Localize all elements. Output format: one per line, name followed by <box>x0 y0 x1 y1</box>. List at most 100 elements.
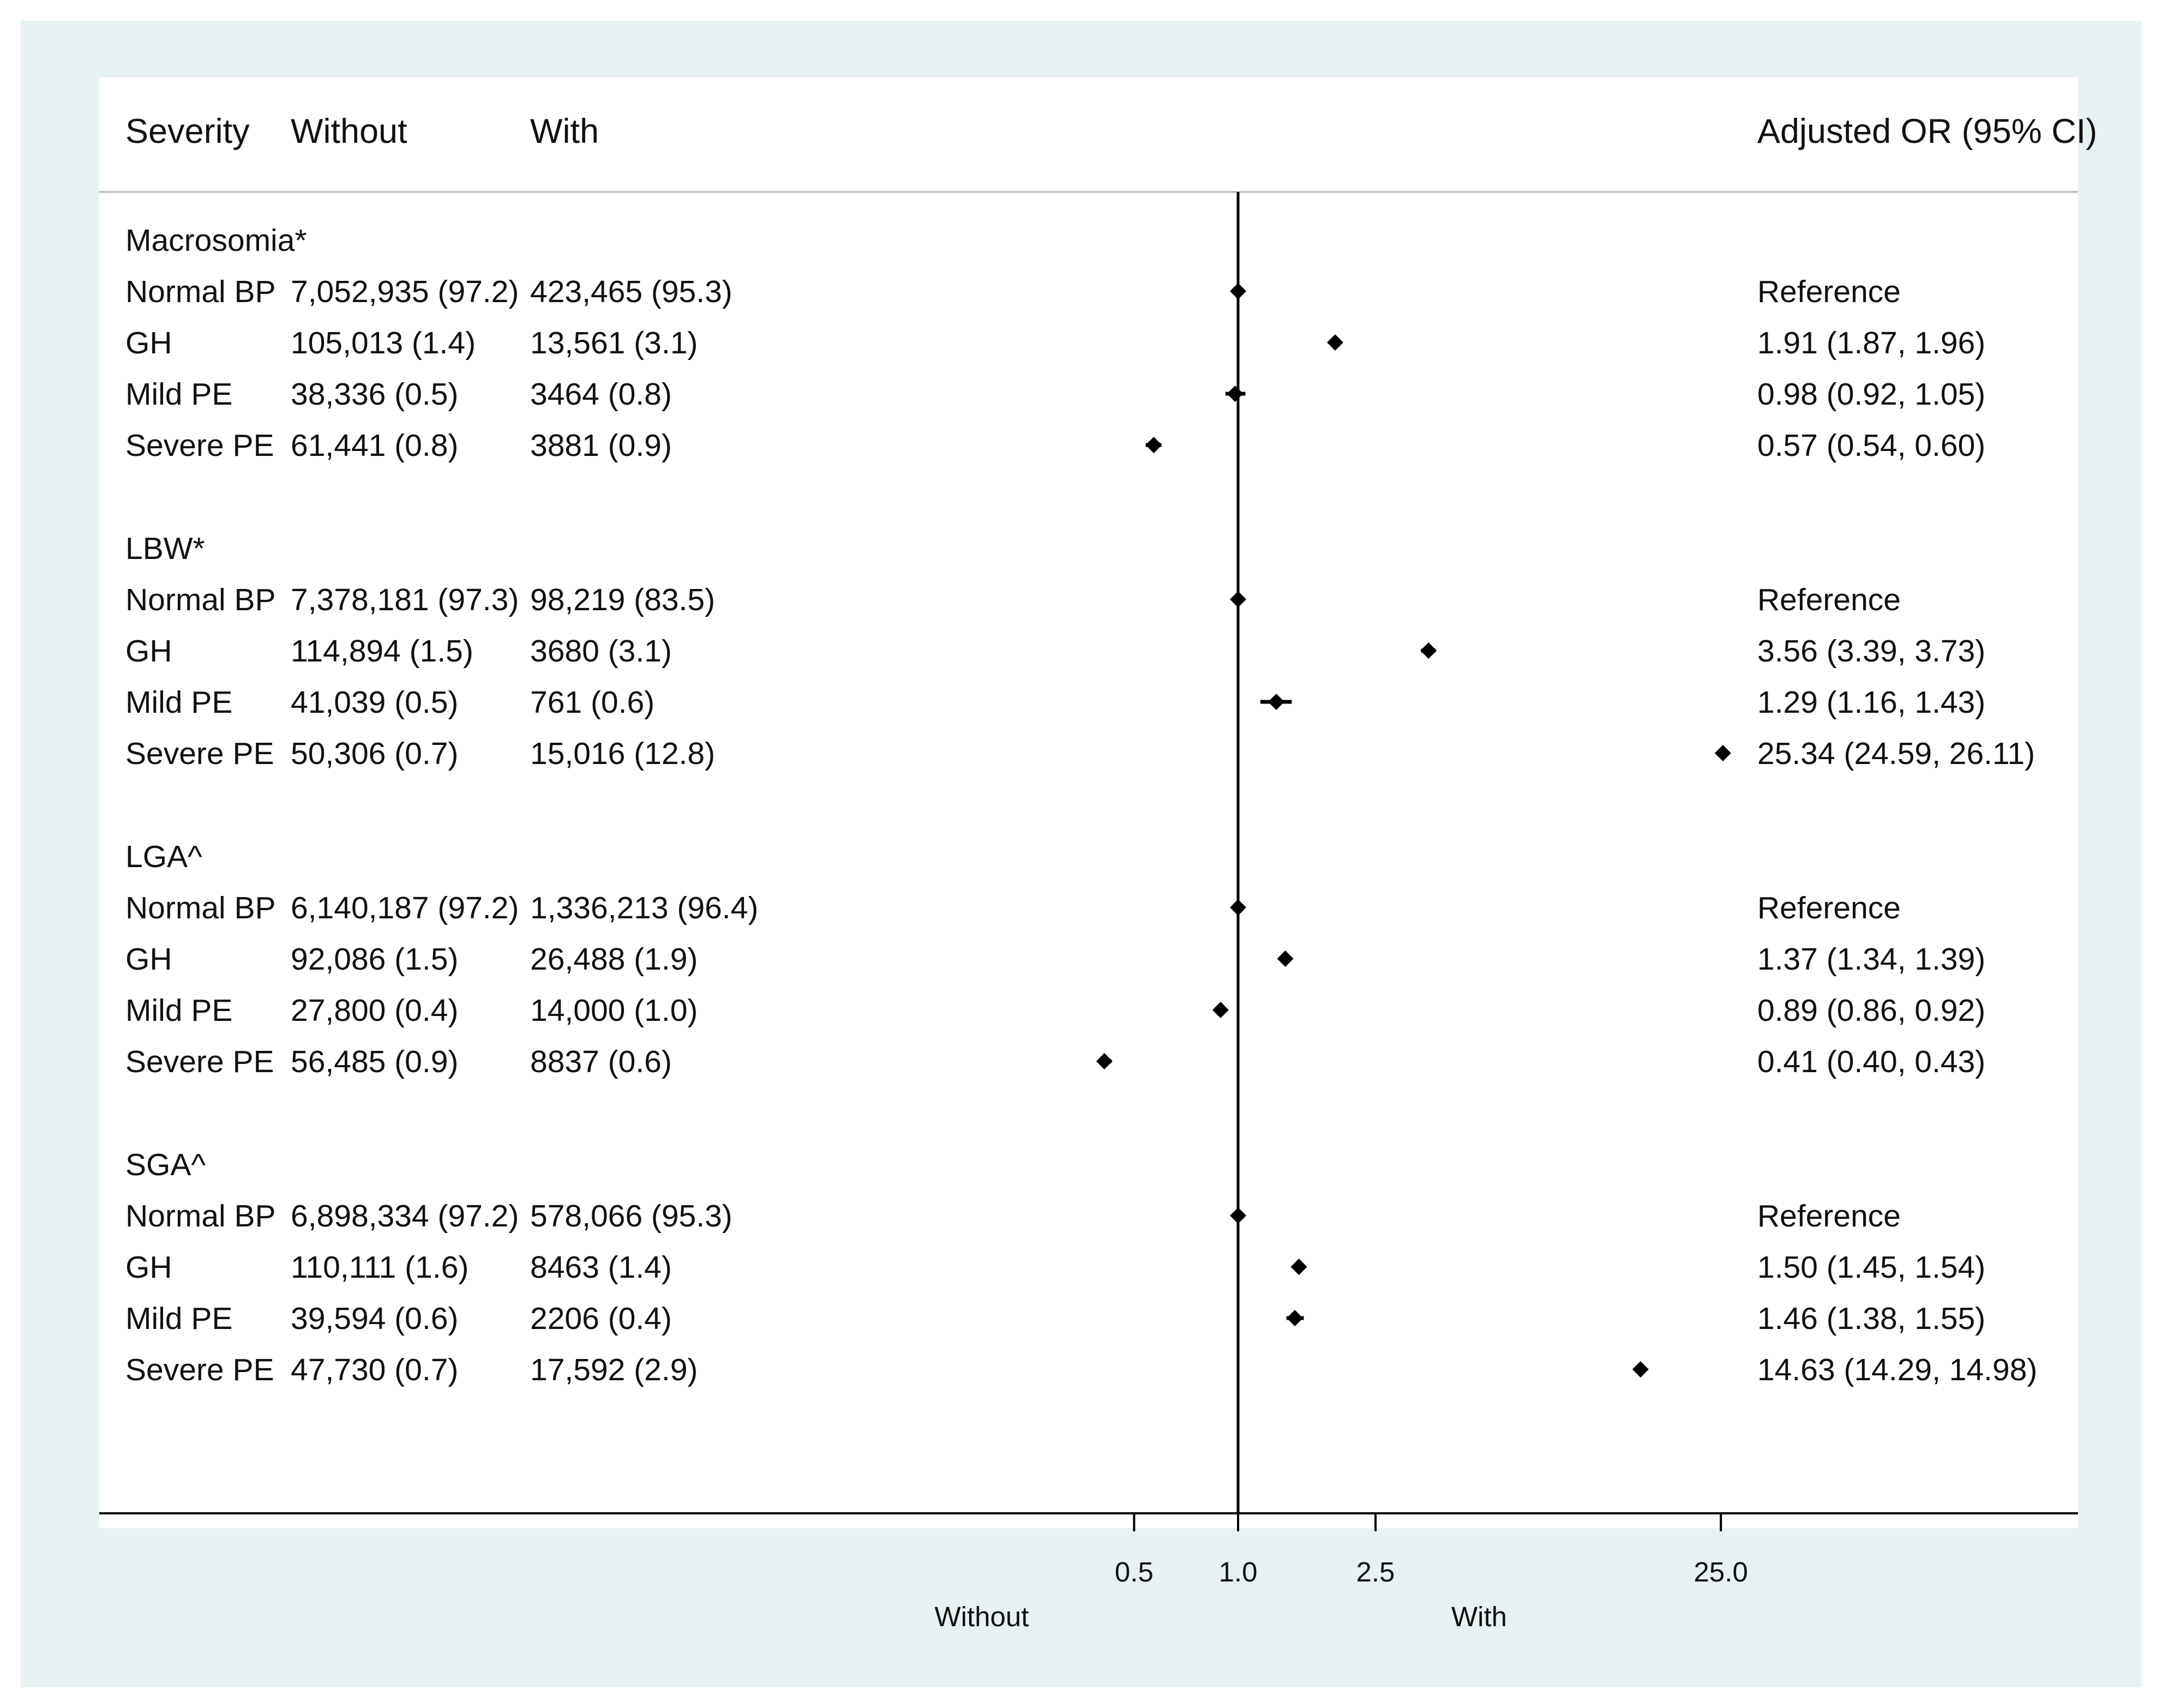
adjusted-or-cell: 0.41 (0.40, 0.43) <box>1757 1044 1985 1079</box>
x-tick-label: 0.5 <box>1115 1556 1154 1587</box>
estimate-point <box>1277 951 1294 967</box>
adjusted-or-cell: 0.98 (0.92, 1.05) <box>1757 377 1985 412</box>
with-cell: 3680 (3.1) <box>530 634 672 669</box>
with-cell: 14,000 (1.0) <box>530 993 698 1028</box>
without-cell: 50,306 (0.7) <box>291 736 458 771</box>
adjusted-or-cell: 1.37 (1.34, 1.39) <box>1757 942 1985 977</box>
with-cell: 26,488 (1.9) <box>530 942 698 977</box>
estimate-point <box>1227 386 1244 402</box>
estimate-point <box>1145 437 1162 453</box>
adjusted-or-cell: Reference <box>1757 1199 1901 1234</box>
without-cell: 27,800 (0.4) <box>291 993 458 1028</box>
adjusted-or-cell: Reference <box>1757 891 1901 925</box>
plot-panel <box>99 77 2078 1528</box>
without-cell: 105,013 (1.4) <box>291 326 476 360</box>
x-tick-label: 1.0 <box>1219 1556 1258 1587</box>
with-cell: 761 (0.6) <box>530 685 654 720</box>
adjusted-or-cell: 0.89 (0.86, 0.92) <box>1757 993 1985 1028</box>
estimate-point <box>1230 1207 1246 1224</box>
header-without: Without <box>291 112 407 151</box>
estimate-point <box>1326 334 1343 351</box>
severity-cell: Mild PE <box>125 993 232 1028</box>
severity-cell: GH <box>125 634 172 669</box>
adjusted-or-cell: 1.91 (1.87, 1.96) <box>1757 326 1985 360</box>
with-cell: 17,592 (2.9) <box>530 1352 698 1387</box>
without-cell: 38,336 (0.5) <box>291 377 458 412</box>
without-cell: 41,039 (0.5) <box>291 685 458 720</box>
group-label: Macrosomia* <box>125 223 307 258</box>
estimate-point <box>1212 1002 1229 1018</box>
group-label: SGA^ <box>125 1147 206 1182</box>
without-cell: 6,898,334 (97.2) <box>291 1199 519 1234</box>
estimate-point <box>1268 694 1285 710</box>
with-cell: 15,016 (12.8) <box>530 736 715 771</box>
group-label: LGA^ <box>125 839 202 874</box>
severity-cell: GH <box>125 326 172 360</box>
x-tick-label: 2.5 <box>1356 1556 1395 1587</box>
without-cell: 114,894 (1.5) <box>291 634 473 669</box>
adjusted-or-cell: Reference <box>1757 582 1901 617</box>
severity-cell: Severe PE <box>125 1352 274 1387</box>
without-cell: 61,441 (0.8) <box>291 428 458 463</box>
direction-label-with: With <box>1451 1601 1507 1632</box>
x-tick-label: 25.0 <box>1694 1556 1748 1587</box>
estimate-markers <box>1096 283 1731 1378</box>
severity-cell: GH <box>125 1250 172 1285</box>
estimate-point <box>1632 1361 1649 1378</box>
adjusted-or-cell: 1.50 (1.45, 1.54) <box>1757 1250 1985 1285</box>
estimate-point <box>1096 1053 1113 1069</box>
without-cell: 56,485 (0.9) <box>291 1044 458 1079</box>
severity-cell: Normal BP <box>125 891 276 925</box>
with-cell: 423,465 (95.3) <box>530 274 732 309</box>
direction-label-without: Without <box>935 1601 1029 1632</box>
with-cell: 3464 (0.8) <box>530 377 672 412</box>
severity-cell: Severe PE <box>125 736 274 771</box>
estimate-point <box>1230 591 1246 608</box>
without-cell: 47,730 (0.7) <box>291 1352 458 1387</box>
with-cell: 8463 (1.4) <box>530 1250 672 1285</box>
with-cell: 98,219 (83.5) <box>530 582 715 617</box>
adjusted-or-cell: 3.56 (3.39, 3.73) <box>1757 634 1985 669</box>
without-cell: 39,594 (0.6) <box>291 1301 458 1336</box>
header-adjusted-or: Adjusted OR (95% CI) <box>1757 112 2097 151</box>
adjusted-or-cell: 1.46 (1.38, 1.55) <box>1757 1301 1985 1336</box>
severity-cell: Normal BP <box>125 1199 276 1234</box>
severity-cell: Severe PE <box>125 1044 274 1079</box>
with-cell: 1,336,213 (96.4) <box>530 891 758 925</box>
adjusted-or-cell: 1.29 (1.16, 1.43) <box>1757 685 1985 720</box>
without-cell: 92,086 (1.5) <box>291 942 458 977</box>
severity-cell: Normal BP <box>125 582 276 617</box>
without-cell: 110,111 (1.6) <box>291 1250 469 1285</box>
with-cell: 2206 (0.4) <box>530 1301 672 1336</box>
adjusted-or-cell: Reference <box>1757 274 1901 309</box>
with-cell: 8837 (0.6) <box>530 1044 672 1079</box>
with-cell: 13,561 (3.1) <box>530 326 698 360</box>
estimate-point <box>1230 283 1246 299</box>
column-headers: Severity Without With Adjusted OR (95% C… <box>125 112 2097 151</box>
severity-cell: Normal BP <box>125 274 276 309</box>
estimate-point <box>1714 745 1731 761</box>
adjusted-or-cell: 25.34 (24.59, 26.11) <box>1757 736 2035 771</box>
with-cell: 3881 (0.9) <box>530 428 672 463</box>
table-rows: Macrosomia* Normal BP 7,052,935 (97.2) 423,… <box>125 223 2037 1387</box>
group-label: LBW* <box>125 531 205 566</box>
severity-cell: Severe PE <box>125 428 274 463</box>
without-cell: 7,052,935 (97.2) <box>291 274 519 309</box>
adjusted-or-cell: 0.57 (0.54, 0.60) <box>1757 428 1985 463</box>
with-cell: 578,066 (95.3) <box>530 1199 732 1234</box>
without-cell: 7,378,181 (97.3) <box>291 582 519 617</box>
estimate-point <box>1287 1310 1304 1326</box>
x-axis: 0.5 1.0 2.5 25.0 Without With <box>935 1513 1748 1632</box>
estimate-point <box>1230 899 1246 916</box>
severity-cell: Mild PE <box>125 377 232 412</box>
severity-cell: GH <box>125 942 172 977</box>
estimate-point <box>1420 642 1437 659</box>
severity-cell: Mild PE <box>125 1301 232 1336</box>
adjusted-or-cell: 14.63 (14.29, 14.98) <box>1757 1352 2037 1387</box>
header-with: With <box>530 112 599 151</box>
without-cell: 6,140,187 (97.2) <box>291 891 519 925</box>
header-severity: Severity <box>125 112 250 151</box>
severity-cell: Mild PE <box>125 685 232 720</box>
estimate-point <box>1290 1259 1307 1275</box>
